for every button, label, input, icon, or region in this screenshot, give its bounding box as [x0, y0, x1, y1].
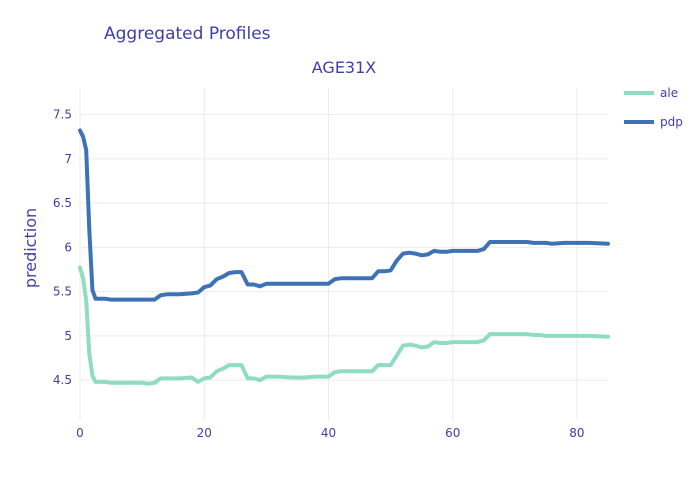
series-layer	[78, 128, 610, 386]
x-tick-label: 0	[76, 426, 84, 440]
y-tick-label: 5.5	[53, 285, 72, 299]
y-tick-label: 6.5	[53, 196, 72, 210]
grid	[79, 88, 608, 420]
y-tick-label: 4.5	[53, 373, 72, 387]
legend-label-pdp: pdp	[660, 115, 683, 129]
y-tick-label: 6	[64, 240, 72, 254]
legend-item-ale[interactable]: ale	[624, 86, 678, 100]
chart-subtitle: AGE31X	[312, 58, 377, 77]
legend-label-ale: ale	[660, 86, 678, 100]
y-tick-label: 7.5	[53, 108, 72, 122]
legend-item-pdp[interactable]: pdp	[624, 115, 683, 129]
x-tick-label: 40	[321, 426, 336, 440]
x-tick-label: 60	[445, 426, 460, 440]
legend[interactable]: ale pdp	[624, 86, 683, 129]
x-tick-label: 20	[197, 426, 212, 440]
y-tick-label: 7	[64, 152, 72, 166]
x-tick-label: 80	[569, 426, 584, 440]
tick-labels: 4.5 5 5.5 6 6.5 7 7.5 0 20 40 60 80	[53, 108, 585, 440]
y-tick-label: 5	[64, 329, 72, 343]
y-axis-label: prediction	[21, 208, 40, 288]
chart-title: Aggregated Profiles	[104, 24, 271, 44]
series-line-pdp	[78, 128, 610, 302]
series-line-ale	[78, 265, 610, 386]
